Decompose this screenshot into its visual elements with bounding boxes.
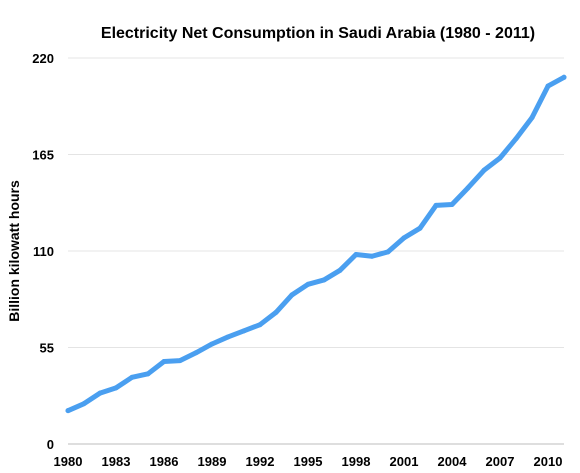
data-point [353,252,359,258]
data-point [177,358,183,364]
x-tick-label: 1989 [198,454,227,469]
data-point [145,371,151,377]
data-point [545,83,551,89]
data-point [81,401,87,407]
y-tick-label: 220 [32,51,54,66]
x-tick-label: 1992 [246,454,275,469]
y-tick-label: 0 [47,437,54,452]
data-point [65,408,71,414]
data-point [305,281,311,287]
x-tick-label: 2010 [534,454,563,469]
data-point [401,235,407,241]
data-point [257,322,263,328]
x-tick-labels: 1980 1983 1986 1989 1992 1995 1998 2001 2004 2007… [54,454,563,469]
data-point [209,341,215,347]
x-tick-label: 1998 [342,454,371,469]
data-point [529,115,535,121]
gridlines [68,57,564,445]
data-point [225,334,231,340]
data-point [113,385,119,391]
x-tick-label: 2001 [390,454,419,469]
data-point [289,292,295,298]
x-tick-label: 1983 [102,454,131,469]
data-point [337,267,343,273]
series-layer [65,74,567,414]
data-point [241,328,247,334]
data-point [417,225,423,231]
y-tick-label: 55 [40,341,54,356]
data-point [129,374,135,380]
data-point [97,390,103,396]
x-tick-label: 1986 [150,454,179,469]
y-tick-label: 110 [33,244,54,259]
data-point [273,309,279,315]
data-point [385,249,391,255]
series-line [65,74,567,414]
data-point [193,350,199,356]
data-point [481,167,487,173]
y-tick-labels: 0 55 110 165 220 [32,51,54,452]
chart-title: Electricity Net Consumption in Saudi Ara… [101,25,535,42]
y-tick-label: 165 [32,148,54,163]
data-point [513,136,519,142]
data-point [561,74,567,80]
data-point [465,185,471,191]
x-tick-label: 2007 [486,454,515,469]
data-point [433,202,439,208]
x-tick-label: 2004 [438,454,468,469]
data-point [369,253,375,259]
data-point [449,202,455,208]
y-axis-label: Billion kilowatt hours [6,180,22,322]
data-point [321,277,327,283]
data-point [497,155,503,161]
data-point [161,359,167,365]
x-tick-label: 1995 [294,454,323,469]
x-tick-label: 1980 [54,454,83,469]
